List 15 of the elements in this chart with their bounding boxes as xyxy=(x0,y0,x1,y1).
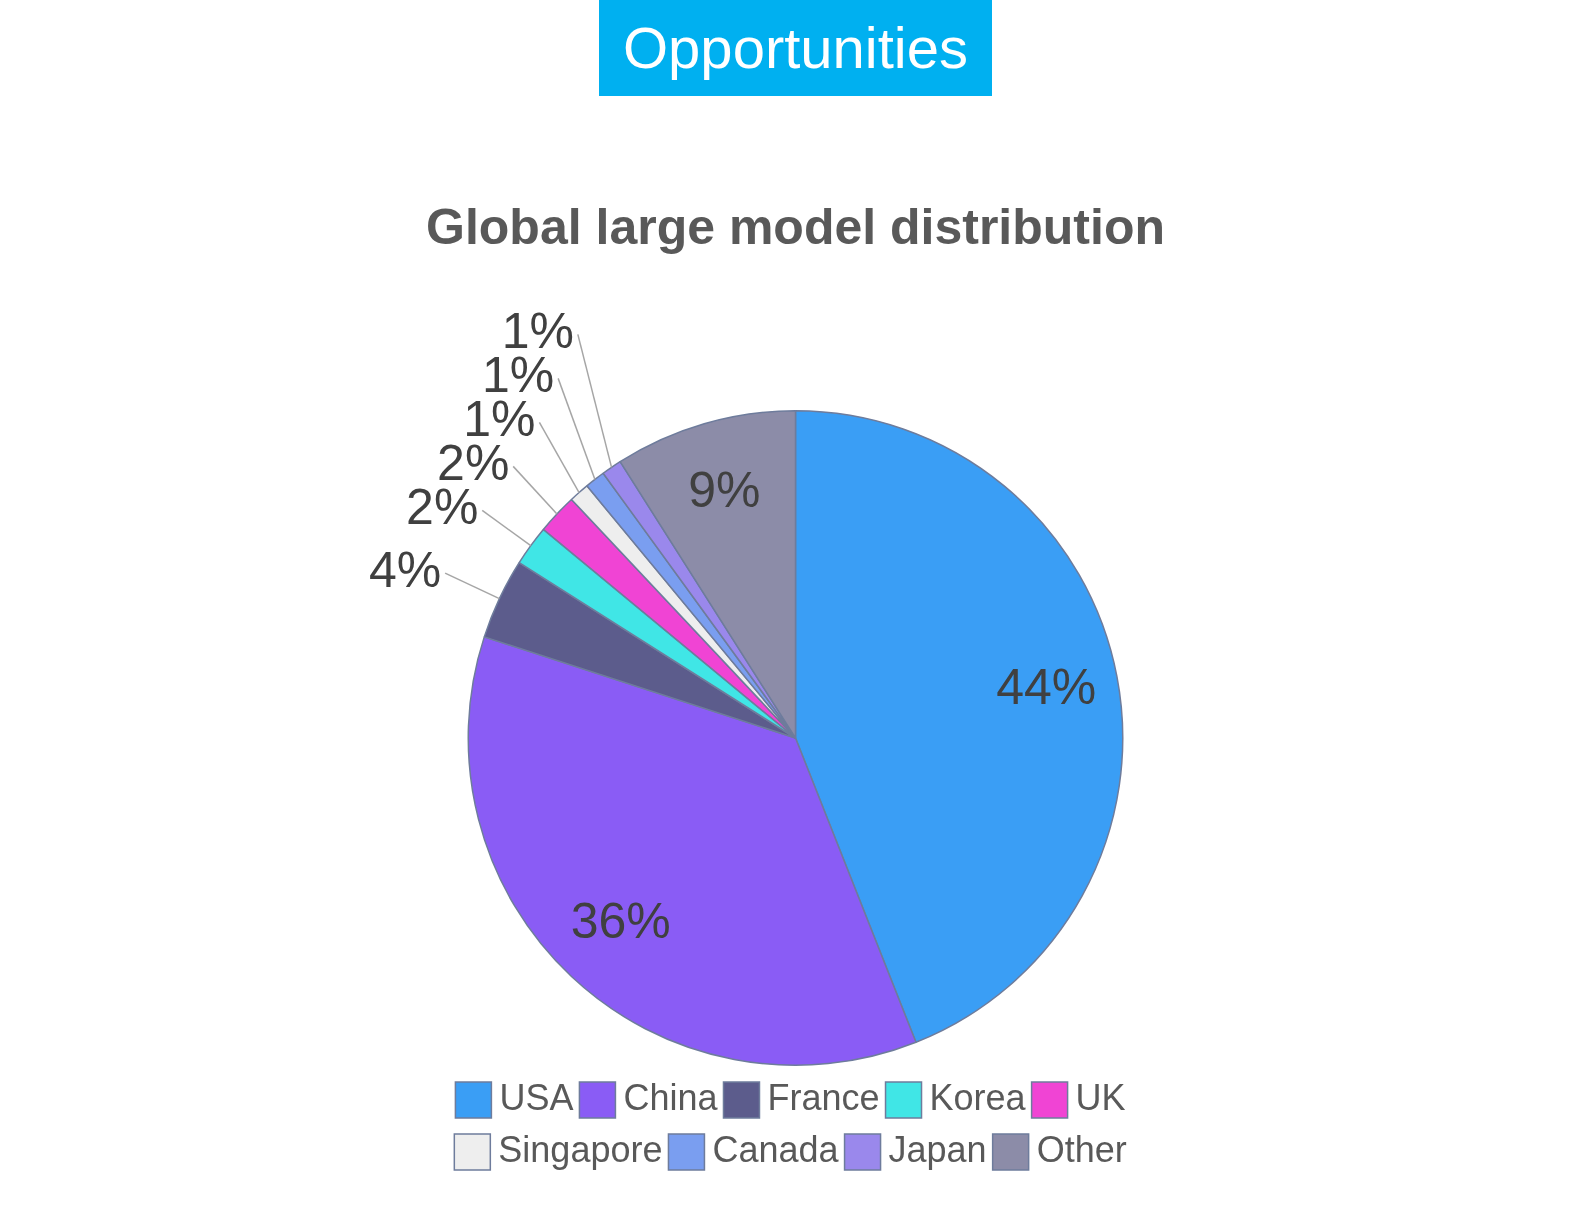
legend-label: France xyxy=(767,1076,880,1118)
legend-label: Singapore xyxy=(498,1128,663,1170)
legend-label: Korea xyxy=(929,1076,1027,1118)
legend-label: UK xyxy=(1075,1076,1126,1118)
legend-label: China xyxy=(623,1076,719,1118)
legend-label: Other xyxy=(1036,1128,1127,1170)
data-label: 9% xyxy=(688,461,761,518)
chart-title: Global large model distribution xyxy=(426,198,1165,255)
data-label: 44% xyxy=(996,658,1097,715)
text: Opportunities xyxy=(599,0,992,96)
legend-label: Canada xyxy=(712,1128,840,1170)
legend-label: USA xyxy=(499,1076,574,1118)
data-label: 36% xyxy=(570,892,671,949)
data-label: 4% xyxy=(368,541,442,598)
legend-label: Japan xyxy=(888,1128,987,1170)
